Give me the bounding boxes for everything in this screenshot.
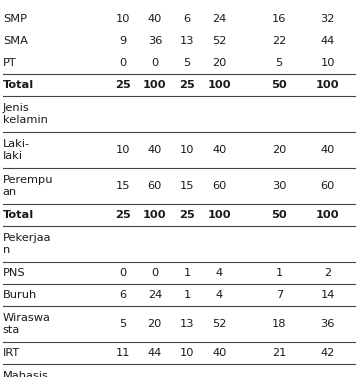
- Text: 6: 6: [184, 14, 190, 24]
- Text: 10: 10: [180, 348, 194, 358]
- Text: 4: 4: [216, 268, 223, 278]
- Text: Mahasis
wa: Mahasis wa: [3, 371, 49, 377]
- Text: 11: 11: [115, 348, 130, 358]
- Text: 100: 100: [316, 80, 339, 90]
- Text: 52: 52: [212, 36, 227, 46]
- Text: 13: 13: [180, 319, 194, 329]
- Text: 15: 15: [180, 181, 194, 191]
- Text: 100: 100: [143, 80, 166, 90]
- Text: 20: 20: [272, 145, 286, 155]
- Text: 4: 4: [216, 290, 223, 300]
- Text: Perempu
an: Perempu an: [3, 175, 53, 197]
- Text: 14: 14: [320, 290, 335, 300]
- Text: 22: 22: [272, 36, 286, 46]
- Text: 40: 40: [147, 14, 162, 24]
- Text: 40: 40: [147, 145, 162, 155]
- Text: 40: 40: [212, 145, 227, 155]
- Text: 25: 25: [115, 210, 130, 220]
- Text: 44: 44: [320, 36, 335, 46]
- Text: 0: 0: [151, 268, 159, 278]
- Text: 25: 25: [115, 80, 130, 90]
- Text: 40: 40: [320, 145, 335, 155]
- Text: 5: 5: [276, 58, 283, 68]
- Text: SMA: SMA: [3, 36, 28, 46]
- Text: Total: Total: [3, 210, 34, 220]
- Text: 20: 20: [212, 58, 227, 68]
- Text: 100: 100: [208, 210, 231, 220]
- Text: 0: 0: [119, 268, 126, 278]
- Text: 100: 100: [208, 80, 231, 90]
- Text: 42: 42: [320, 348, 335, 358]
- Text: 40: 40: [212, 348, 227, 358]
- Text: 5: 5: [119, 319, 126, 329]
- Text: PNS: PNS: [3, 268, 25, 278]
- Text: 24: 24: [148, 290, 162, 300]
- Text: 50: 50: [271, 210, 287, 220]
- Text: 1: 1: [183, 290, 191, 300]
- Text: 0: 0: [151, 58, 159, 68]
- Text: 30: 30: [272, 181, 286, 191]
- Text: 1: 1: [276, 268, 283, 278]
- Text: 21: 21: [272, 348, 286, 358]
- Text: Laki-
laki: Laki- laki: [3, 139, 30, 161]
- Text: Buruh: Buruh: [3, 290, 37, 300]
- Text: 10: 10: [180, 145, 194, 155]
- Text: 25: 25: [179, 210, 195, 220]
- Text: 32: 32: [320, 14, 335, 24]
- Text: Wiraswa
sta: Wiraswa sta: [3, 313, 51, 335]
- Text: 60: 60: [320, 181, 335, 191]
- Text: 9: 9: [119, 36, 126, 46]
- Text: 100: 100: [316, 210, 339, 220]
- Text: 15: 15: [115, 181, 130, 191]
- Text: Jenis
kelamin: Jenis kelamin: [3, 103, 48, 125]
- Text: 10: 10: [115, 14, 130, 24]
- Text: 36: 36: [320, 319, 335, 329]
- Text: 10: 10: [320, 58, 335, 68]
- Text: 100: 100: [143, 210, 166, 220]
- Text: 13: 13: [180, 36, 194, 46]
- Text: 44: 44: [148, 348, 162, 358]
- Text: 25: 25: [179, 80, 195, 90]
- Text: 18: 18: [272, 319, 286, 329]
- Text: 60: 60: [147, 181, 162, 191]
- Text: 16: 16: [272, 14, 286, 24]
- Text: 36: 36: [147, 36, 162, 46]
- Text: Total: Total: [3, 80, 34, 90]
- Text: 20: 20: [147, 319, 162, 329]
- Text: 10: 10: [115, 145, 130, 155]
- Text: 1: 1: [183, 268, 191, 278]
- Text: 2: 2: [324, 268, 331, 278]
- Text: Pekerjaa
n: Pekerjaa n: [3, 233, 51, 255]
- Text: IRT: IRT: [3, 348, 20, 358]
- Text: SMP: SMP: [3, 14, 27, 24]
- Text: 7: 7: [276, 290, 283, 300]
- Text: 52: 52: [212, 319, 227, 329]
- Text: 50: 50: [271, 80, 287, 90]
- Text: 5: 5: [183, 58, 191, 68]
- Text: 60: 60: [212, 181, 227, 191]
- Text: PT: PT: [3, 58, 16, 68]
- Text: 0: 0: [119, 58, 126, 68]
- Text: 24: 24: [212, 14, 226, 24]
- Text: 6: 6: [119, 290, 126, 300]
